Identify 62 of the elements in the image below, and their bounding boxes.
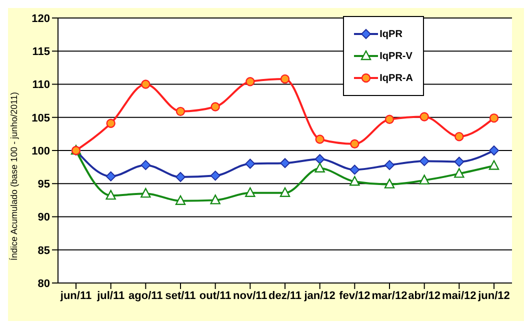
x-tick-label: dez/11 — [268, 290, 302, 302]
point — [384, 114, 394, 124]
point — [314, 154, 325, 164]
point — [280, 158, 290, 168]
x-tick-label: ago/11 — [128, 290, 163, 302]
point — [419, 156, 430, 166]
point — [245, 187, 256, 197]
point — [420, 112, 429, 122]
point — [384, 160, 394, 170]
point — [106, 171, 116, 182]
y-tick-label: 115 — [32, 46, 50, 58]
y-tick-label: 80 — [38, 278, 50, 290]
point — [210, 194, 220, 204]
point — [454, 156, 464, 167]
x-tick-label: nov/11 — [233, 290, 268, 302]
point — [419, 174, 430, 184]
point — [489, 113, 499, 123]
point — [176, 172, 186, 182]
point — [106, 118, 116, 128]
legend-label: IqPR — [380, 28, 402, 40]
legend-label: IqPR-V — [380, 50, 412, 62]
point — [350, 176, 360, 186]
x-tick-label: jul/11 — [96, 290, 125, 302]
x-tick-label: jun/11 — [59, 290, 92, 302]
x-tick-label: jun/12 — [477, 290, 510, 302]
y-axis-title: Índice Acumulado (base 100 - junho/2011) — [9, 92, 20, 260]
point — [314, 162, 325, 172]
point — [350, 164, 360, 175]
y-tick-label: 120 — [32, 12, 50, 25]
x-tick-label: out/11 — [199, 290, 232, 302]
point — [350, 139, 360, 148]
y-tick-label: 95 — [38, 178, 50, 191]
y-tick-label: 105 — [32, 112, 50, 124]
x-tick-label: fev/12 — [339, 290, 370, 302]
point — [245, 158, 256, 169]
point — [280, 187, 290, 197]
y-tick-label: 100 — [32, 145, 50, 158]
x-tick-label: mar/12 — [372, 290, 408, 302]
point — [315, 134, 324, 144]
point — [488, 160, 500, 170]
point — [141, 80, 150, 89]
legend-label: IqPR-A — [380, 72, 413, 84]
point — [210, 170, 220, 181]
x-tick-label: mai/12 — [442, 290, 476, 302]
y-tick-label: 85 — [38, 244, 50, 257]
y-tick-label: 110 — [32, 79, 50, 92]
point — [489, 146, 499, 156]
point — [210, 102, 220, 112]
point — [454, 132, 464, 142]
point — [175, 195, 186, 205]
x-tick-label: set/11 — [165, 290, 196, 302]
point — [106, 190, 116, 200]
x-tick-label: abr/12 — [408, 290, 441, 302]
point — [454, 168, 464, 178]
point — [140, 160, 151, 170]
point — [246, 77, 255, 86]
point — [176, 106, 186, 116]
point — [280, 74, 290, 84]
x-tick-label: jan/12 — [303, 290, 336, 302]
y-tick-label: 90 — [38, 212, 50, 224]
point — [140, 188, 151, 198]
point — [384, 178, 395, 188]
